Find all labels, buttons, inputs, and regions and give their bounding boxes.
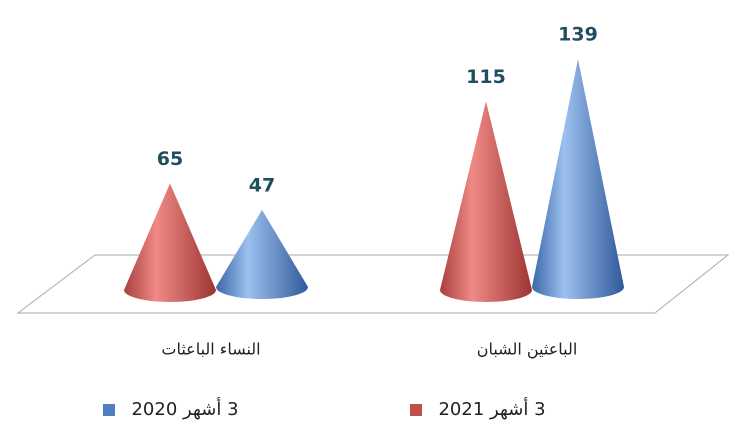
legend-label: 3 أشهر 2020 bbox=[131, 397, 238, 420]
cone bbox=[124, 183, 216, 302]
value-label: 139 bbox=[558, 24, 598, 46]
legend-label: 3 أشهر 2021 bbox=[438, 397, 545, 420]
legend-swatch bbox=[410, 404, 422, 416]
cone-body bbox=[124, 183, 216, 302]
cone-body bbox=[216, 209, 308, 299]
cone bbox=[216, 209, 308, 299]
legend-swatch bbox=[103, 404, 115, 416]
cone-body bbox=[440, 101, 532, 302]
value-label: 47 bbox=[249, 174, 275, 196]
cone bbox=[532, 59, 624, 299]
x-tick-label: النساء الباعثات bbox=[161, 340, 260, 359]
cone-body bbox=[532, 59, 624, 299]
value-label: 65 bbox=[157, 148, 183, 170]
value-label: 115 bbox=[466, 66, 506, 88]
x-tick-label: الباعثين الشبان bbox=[477, 340, 578, 360]
cone bbox=[440, 101, 532, 302]
